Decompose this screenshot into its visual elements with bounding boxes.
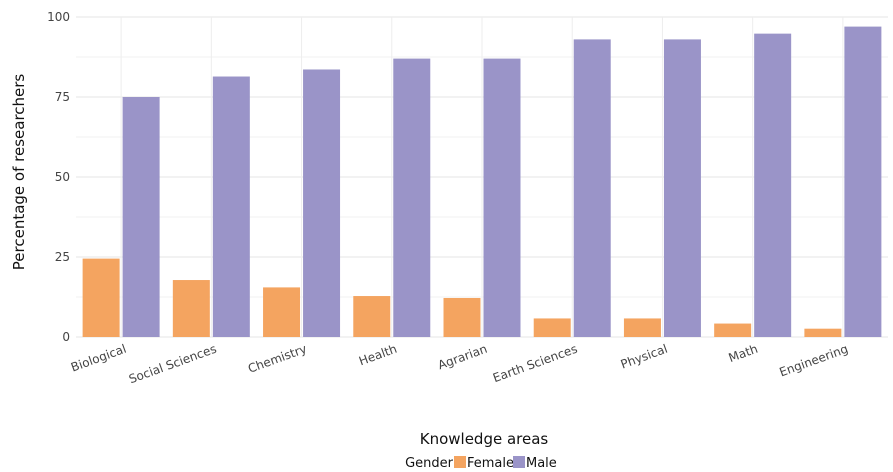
legend-label-female: Female [467, 456, 514, 471]
legend: Gender Female Male [405, 456, 557, 471]
bar-male-4 [483, 58, 521, 337]
bar-female-5 [533, 318, 571, 337]
bar-female-6 [623, 318, 661, 337]
bar-female-3 [353, 296, 391, 337]
bar-female-7 [714, 323, 752, 337]
legend-label-male: Male [526, 456, 557, 471]
bar-female-2 [263, 287, 301, 337]
y-axis-title: Percentage of researchers [10, 74, 28, 271]
bar-female-1 [172, 280, 210, 337]
bar-male-0 [122, 97, 160, 337]
bar-male-2 [303, 69, 341, 337]
y-axis-ticks: 0 25 50 75 100 [47, 10, 70, 344]
legend-title: Gender [405, 456, 454, 471]
x-tick-label: Earth Sciences [491, 342, 579, 386]
x-tick-label: Social Sciences [127, 342, 218, 387]
y-tick-label: 100 [47, 10, 70, 24]
legend-swatch-female [454, 456, 466, 468]
bar-female-0 [82, 258, 120, 337]
y-tick-label: 75 [55, 90, 70, 104]
x-tick-label: Chemistry [246, 342, 308, 376]
x-tick-label: Biological [69, 342, 128, 375]
x-tick-label: Engineering [777, 342, 849, 380]
y-tick-label: 50 [55, 170, 70, 184]
bar-female-8 [804, 328, 842, 337]
x-tick-label: Physical [619, 342, 670, 372]
bar-male-8 [844, 26, 882, 337]
gridlines [76, 16, 888, 338]
bar-male-5 [573, 39, 611, 338]
x-axis-title: Knowledge areas [420, 430, 549, 448]
y-tick-label: 0 [62, 330, 70, 344]
bar-male-3 [393, 58, 431, 337]
x-tick-label: Math [727, 342, 760, 365]
y-tick-label: 25 [55, 250, 70, 264]
legend-swatch-male [513, 456, 525, 468]
bar-female-4 [443, 297, 481, 337]
bar-male-7 [754, 33, 792, 337]
x-tick-label: Agrarian [436, 342, 489, 373]
bars [82, 26, 882, 338]
x-tick-label: Health [357, 342, 399, 369]
bar-male-1 [212, 76, 250, 338]
bar-male-6 [663, 39, 701, 338]
